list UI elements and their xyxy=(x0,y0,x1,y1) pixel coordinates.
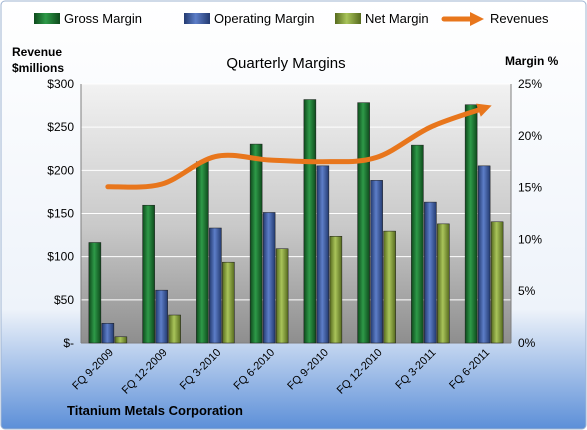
left-tick-label: $50 xyxy=(54,293,74,307)
legend-arrow-revenues xyxy=(470,12,484,26)
legend: Gross Margin Operating Margin Net Margin… xyxy=(34,11,549,26)
bar-gross-margin-fq-6-2011 xyxy=(464,104,478,344)
point-revenues-fq-9-2009 xyxy=(106,185,110,189)
bars xyxy=(88,99,504,344)
bar-net-margin-fq-9-2010 xyxy=(329,236,343,344)
legend-swatch-gross-margin xyxy=(34,13,60,24)
legend-swatch-net-margin xyxy=(335,13,361,24)
bar-gross-margin-fq-3-2010 xyxy=(196,161,209,344)
bar-net-margin-fq-9-2009 xyxy=(114,336,128,344)
left-tick-label: $100 xyxy=(47,250,74,264)
bar-operating-margin-fq-12-2009 xyxy=(155,289,168,344)
right-tick-label: 20% xyxy=(518,129,542,143)
bar-gross-margin-fq-9-2009 xyxy=(88,242,102,344)
bar-gross-margin-fq-12-2010 xyxy=(357,102,370,344)
footer-company-name: Titanium Metals Corporation xyxy=(67,403,243,418)
bar-gross-margin-fq-9-2010 xyxy=(303,99,317,344)
point-revenues-fq-6-2011 xyxy=(482,106,486,110)
right-tick-label: 15% xyxy=(518,181,542,195)
bar-gross-margin-fq-6-2010 xyxy=(249,143,263,344)
line-arrowhead-revenues xyxy=(476,103,492,117)
point-revenues-fq-3-2011 xyxy=(428,125,432,129)
point-revenues-fq-3-2010 xyxy=(213,155,217,159)
bar-net-margin-fq-6-2010 xyxy=(275,248,289,344)
revenue-line xyxy=(105,103,492,190)
line-revenues xyxy=(105,105,487,190)
left-axis-label-line2: $millions xyxy=(12,61,64,75)
left-tick-label: $- xyxy=(63,336,74,350)
bar-operating-margin-fq-3-2010 xyxy=(209,227,222,344)
left-tick-label: $150 xyxy=(47,207,74,221)
left-tick-label: $200 xyxy=(47,163,74,177)
legend-label-revenues: Revenues xyxy=(490,11,549,26)
point-revenues-fq-9-2010 xyxy=(321,160,325,164)
point-revenues-fq-6-2010 xyxy=(267,158,271,162)
bar-operating-margin-fq-6-2011 xyxy=(477,165,491,344)
left-axis-ticks: $- $50 $100 $150 $200 $250 $300 xyxy=(47,77,74,350)
bar-operating-margin-fq-9-2010 xyxy=(316,165,330,344)
right-tick-label: 5% xyxy=(518,284,536,298)
bar-net-margin-fq-3-2011 xyxy=(437,223,450,344)
bar-gross-margin-fq-3-2011 xyxy=(411,144,424,344)
legend-swatch-operating-margin xyxy=(184,13,210,24)
bar-operating-margin-fq-12-2010 xyxy=(370,180,383,344)
legend-label-operating-margin: Operating Margin xyxy=(214,11,314,26)
right-tick-label: 0% xyxy=(518,336,536,350)
bar-net-margin-fq-12-2010 xyxy=(383,230,396,344)
right-axis-ticks: 0% 5% 10% 15% 20% 25% xyxy=(518,77,542,350)
right-tick-label: 25% xyxy=(518,77,542,91)
bar-operating-margin-fq-6-2010 xyxy=(262,212,276,344)
left-tick-label: $250 xyxy=(47,120,74,134)
bar-net-margin-fq-6-2011 xyxy=(490,221,504,344)
bar-operating-margin-fq-9-2009 xyxy=(101,323,115,344)
legend-label-net-margin: Net Margin xyxy=(365,11,429,26)
legend-label-gross-margin: Gross Margin xyxy=(64,11,142,26)
bar-net-margin-fq-12-2009 xyxy=(168,314,181,344)
right-tick-label: 10% xyxy=(518,232,542,246)
right-axis-label: Margin % xyxy=(505,54,559,68)
point-revenues-fq-12-2010 xyxy=(375,155,379,159)
bar-gross-margin-fq-12-2009 xyxy=(142,204,155,344)
chart-title: Quarterly Margins xyxy=(226,55,345,72)
bar-net-margin-fq-3-2010 xyxy=(222,261,235,344)
left-tick-label: $300 xyxy=(47,77,74,91)
point-revenues-fq-12-2009 xyxy=(160,182,164,186)
left-axis-label-line1: Revenue xyxy=(12,45,62,59)
bar-operating-margin-fq-3-2011 xyxy=(424,201,437,344)
